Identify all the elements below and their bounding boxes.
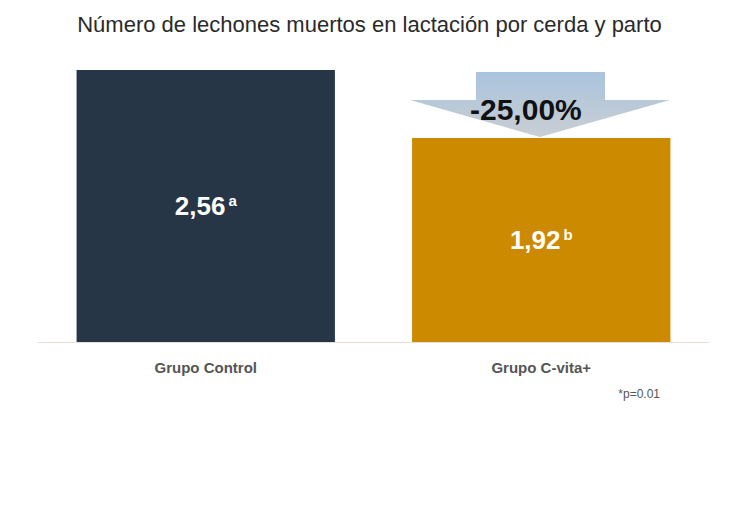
svg-text:Número de lechones muertos en: Número de lechones muertos en lactación … <box>77 12 662 37</box>
svg-text:2,56: 2,56 <box>175 191 226 221</box>
svg-text:1,92: 1,92 <box>510 225 561 255</box>
svg-text:Grupo Control: Grupo Control <box>155 359 257 376</box>
svg-text:b: b <box>563 226 572 243</box>
svg-text:*p=0.01: *p=0.01 <box>618 387 660 401</box>
svg-text:a: a <box>228 192 237 209</box>
svg-text:-25,00%: -25,00% <box>470 93 582 126</box>
svg-text:Grupo C-vita+: Grupo C-vita+ <box>491 359 591 376</box>
